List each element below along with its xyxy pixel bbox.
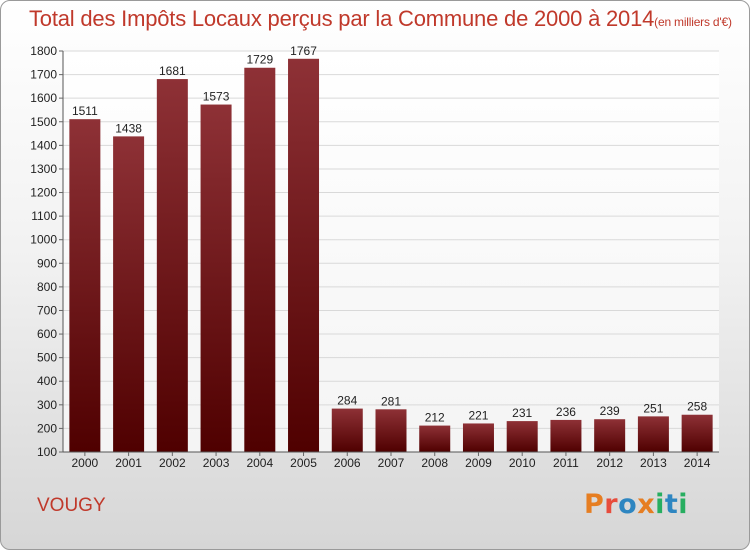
y-tick-label: 1500: [30, 115, 57, 129]
y-tick-label: 1300: [30, 162, 57, 176]
y-tick-label: 600: [37, 327, 57, 341]
bar-2001: [113, 136, 145, 452]
bar-2002: [156, 79, 188, 452]
data-label-2002: 1681: [159, 64, 186, 78]
y-tick-label: 100: [37, 445, 57, 459]
bar-2014: [681, 414, 713, 452]
x-tick-label: 2011: [553, 456, 579, 470]
data-label-2009: 221: [468, 408, 488, 422]
bar-2013: [637, 416, 669, 452]
y-tick-label: 1600: [30, 91, 57, 105]
y-axis-ticks: 100 200 300 400 500 600 700 800 900 1000 1100 1200 1…: [30, 44, 63, 459]
x-tick-label: 2012: [596, 456, 623, 470]
bar-2005: [288, 58, 320, 452]
data-labels: 1511 1438 1681 1573 1729 1767 284 281 212 221 231 2…: [72, 44, 708, 425]
y-tick-label: 1800: [30, 44, 57, 58]
x-tick-label: 2003: [203, 456, 230, 470]
y-tick-label: 200: [37, 421, 57, 435]
data-label-2006: 284: [337, 394, 357, 408]
x-tick-label: 2014: [684, 456, 711, 470]
x-tick-label: 2000: [72, 456, 99, 470]
data-label-2000: 1511: [72, 104, 98, 118]
data-label-2004: 1729: [246, 53, 273, 67]
y-tick-label: 900: [37, 256, 57, 270]
data-label-2010: 231: [512, 406, 532, 420]
x-tick-label: 2001: [115, 456, 142, 470]
bar-2004: [244, 67, 276, 452]
logo-letter: t: [664, 489, 679, 520]
y-tick-label: 1000: [30, 233, 57, 247]
bar-2000: [69, 119, 101, 453]
x-tick-label: 2002: [159, 456, 186, 470]
data-label-2001: 1438: [115, 121, 142, 135]
data-label-2007: 281: [381, 394, 401, 408]
x-axis-ticks: 2000 2001 2002 2003 2004 2005 2006 2007 2008 2009…: [72, 452, 711, 470]
y-tick-label: 1100: [31, 209, 57, 223]
y-tick-label: 800: [37, 280, 57, 294]
chart-unit: (en milliers d'€): [654, 15, 732, 29]
bars: [69, 58, 713, 453]
bar-2012: [594, 419, 626, 452]
data-label-2011: 236: [556, 405, 576, 419]
y-tick-label: 300: [37, 398, 57, 412]
y-tick-label: 400: [37, 374, 57, 388]
logo-letter: i: [678, 489, 689, 520]
x-tick-label: 2008: [421, 456, 448, 470]
x-tick-label: 2013: [640, 456, 667, 470]
bar-2009: [462, 423, 494, 452]
bar-2011: [550, 419, 582, 452]
x-tick-label: 2010: [509, 456, 536, 470]
data-label-2012: 239: [600, 404, 620, 418]
bar-2007: [375, 409, 407, 452]
data-label-2013: 251: [643, 401, 663, 415]
y-tick-label: 700: [37, 303, 57, 317]
y-tick-label: 1200: [30, 186, 57, 200]
commune-name: VOUGY: [37, 495, 106, 516]
logo-letter: r: [604, 489, 619, 520]
logo-letter: i: [655, 489, 665, 520]
x-tick-label: 2005: [290, 456, 317, 470]
proxiti-logo: Proxiti: [584, 489, 688, 520]
data-label-2003: 1573: [203, 90, 230, 104]
bar-2010: [506, 421, 538, 452]
bar-2006: [331, 408, 363, 452]
data-label-2014: 258: [687, 400, 707, 414]
logo-letter: o: [618, 489, 638, 520]
x-tick-label: 2004: [246, 456, 273, 470]
bar-2008: [419, 425, 451, 452]
bar-2003: [200, 104, 232, 453]
x-tick-label: 2006: [334, 456, 361, 470]
chart-title: Total des Impôts Locaux perçus par la Co…: [29, 6, 732, 32]
logo-letter: x: [637, 489, 656, 520]
y-tick-label: 500: [37, 351, 57, 365]
chart-title-text: Total des Impôts Locaux perçus par la Co…: [29, 6, 655, 31]
logo-letter: P: [584, 489, 605, 520]
y-tick-label: 1400: [30, 138, 57, 152]
x-tick-label: 2007: [378, 456, 405, 470]
y-tick-label: 1700: [30, 68, 57, 82]
x-tick-label: 2009: [465, 456, 492, 470]
data-label-2008: 212: [425, 411, 445, 425]
data-label-2005: 1767: [290, 44, 317, 58]
